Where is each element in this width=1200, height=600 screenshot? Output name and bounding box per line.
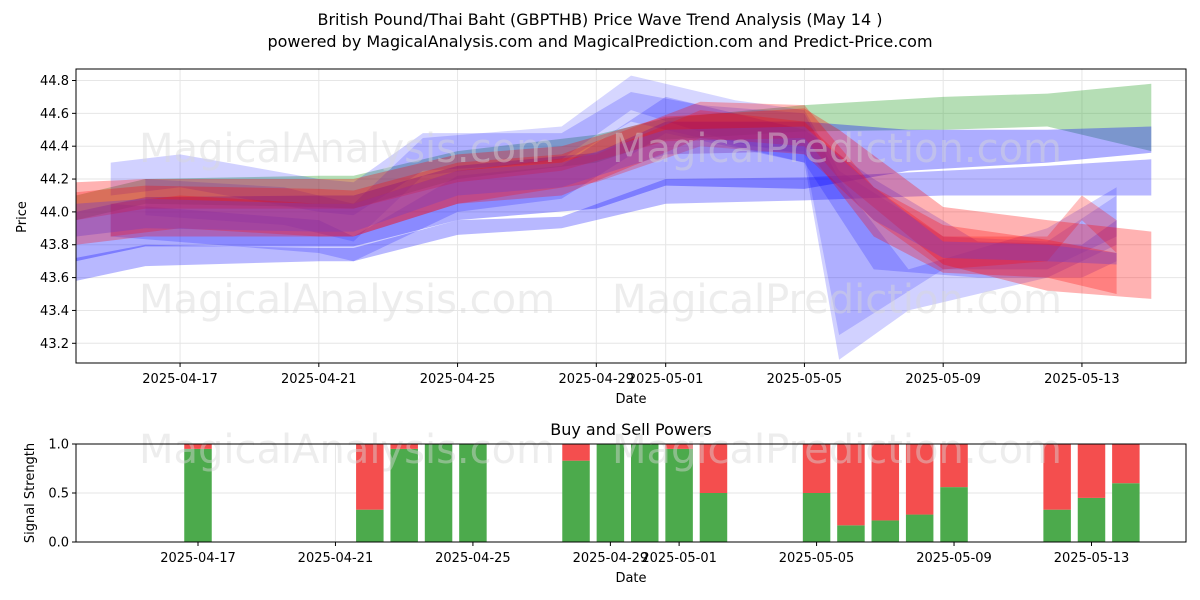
x-tick-label: 2025-04-25 bbox=[435, 551, 511, 566]
sell-bar bbox=[1043, 444, 1071, 510]
band-green bbox=[76, 83, 1152, 221]
y-tick-label: 43.2 bbox=[40, 337, 69, 352]
price-bands bbox=[76, 75, 1152, 360]
watermark: MagicalPrediction.com bbox=[612, 277, 1062, 323]
signal-x-ticks: 2025-04-17 2025-04-21 2025-04-25 2025-04-29… bbox=[160, 542, 1129, 566]
watermark: MagicalPrediction.com bbox=[612, 126, 1062, 172]
sell-bar bbox=[390, 444, 418, 449]
x-tick-label: 2025-04-25 bbox=[420, 372, 496, 387]
sell-bar bbox=[871, 444, 900, 521]
sell-bar bbox=[699, 444, 728, 493]
band-blue bbox=[110, 96, 1117, 278]
y-tick-label: 0.0 bbox=[48, 536, 69, 551]
y-tick-label: 44.2 bbox=[40, 173, 69, 188]
y-tick-label: 44.6 bbox=[40, 107, 69, 122]
x-tick-label: 2025-04-21 bbox=[281, 372, 357, 387]
buy-bar bbox=[184, 448, 212, 542]
buy-bar bbox=[940, 487, 968, 542]
sell-bar bbox=[802, 444, 831, 493]
watermark: MagicalAnalysis.com bbox=[139, 126, 555, 172]
signal-panel: Buy and Sell Powers MagicalAnalysis.com … bbox=[23, 420, 1187, 586]
price-y-ticks: 43.2 43.4 43.6 43.8 44.0 44.2 44.4 44.6 44.8 bbox=[40, 74, 76, 352]
band-blue bbox=[110, 92, 1117, 360]
band-blue bbox=[145, 75, 1117, 336]
buy-bar bbox=[424, 444, 453, 542]
x-tick-label: 2025-04-29 bbox=[573, 551, 649, 566]
x-tick-label: 2025-05-01 bbox=[628, 372, 704, 387]
buy-bar bbox=[802, 493, 831, 542]
sell-bar bbox=[562, 444, 590, 461]
buy-bar bbox=[356, 509, 384, 542]
watermark: MagicalAnalysis.com bbox=[139, 427, 555, 473]
buy-bar bbox=[871, 520, 900, 542]
buy-bar bbox=[905, 514, 934, 542]
price-axes-frame bbox=[75, 68, 1187, 364]
buy-bar bbox=[699, 493, 728, 542]
y-tick-label: 1.0 bbox=[48, 438, 69, 453]
buy-bar bbox=[1043, 509, 1071, 542]
x-tick-label: 2025-05-09 bbox=[905, 372, 981, 387]
price-y-label: Price bbox=[15, 201, 30, 233]
chart-subtitle: powered by MagicalAnalysis.com and Magic… bbox=[267, 32, 932, 51]
watermark: MagicalPrediction.com bbox=[612, 427, 1062, 473]
sell-bar bbox=[905, 444, 934, 515]
price-x-label: Date bbox=[615, 392, 646, 407]
sell-bar bbox=[1077, 444, 1106, 498]
signal-y-label: Signal Strength bbox=[23, 443, 38, 543]
y-tick-label: 44.8 bbox=[40, 74, 69, 89]
sell-bar bbox=[184, 444, 212, 449]
sell-bar bbox=[1112, 444, 1140, 484]
x-tick-label: 2025-04-21 bbox=[298, 551, 374, 566]
band-blue bbox=[76, 121, 1152, 262]
x-tick-label: 2025-04-17 bbox=[160, 551, 236, 566]
sell-bar bbox=[356, 444, 384, 510]
sell-bar bbox=[665, 444, 693, 449]
x-tick-label: 2025-04-29 bbox=[559, 372, 635, 387]
buy-bar bbox=[1077, 497, 1106, 542]
band-red bbox=[76, 108, 1152, 299]
y-tick-label: 44.4 bbox=[40, 140, 69, 155]
signal-x-label: Date bbox=[615, 571, 646, 586]
x-tick-label: 2025-05-05 bbox=[767, 372, 843, 387]
y-tick-label: 44.0 bbox=[40, 205, 69, 220]
price-grid bbox=[76, 69, 1186, 363]
buy-bar bbox=[665, 448, 693, 542]
buy-bar bbox=[631, 444, 659, 542]
sell-bar bbox=[940, 444, 968, 488]
price-watermarks: MagicalAnalysis.com MagicalPrediction.co… bbox=[139, 126, 1062, 323]
buy-bar bbox=[596, 444, 625, 542]
x-tick-label: 2025-05-05 bbox=[779, 551, 855, 566]
price-panel: MagicalAnalysis.com MagicalPrediction.co… bbox=[15, 68, 1187, 407]
watermark: MagicalAnalysis.com bbox=[139, 277, 555, 323]
x-tick-label: 2025-05-09 bbox=[916, 551, 992, 566]
sell-bar bbox=[837, 444, 865, 526]
y-tick-label: 0.5 bbox=[48, 487, 69, 502]
x-tick-label: 2025-04-17 bbox=[142, 372, 218, 387]
signal-y-ticks: 0.0 0.5 1.0 bbox=[48, 438, 76, 551]
signal-bars bbox=[184, 444, 1140, 542]
buy-bar bbox=[1112, 483, 1140, 542]
y-tick-label: 43.4 bbox=[40, 304, 69, 319]
signal-watermarks: MagicalAnalysis.com MagicalPrediction.co… bbox=[139, 427, 1062, 473]
x-tick-label: 2025-05-13 bbox=[1044, 372, 1120, 387]
buy-bar bbox=[459, 444, 487, 542]
y-tick-label: 43.6 bbox=[40, 271, 69, 286]
band-purple bbox=[76, 126, 1117, 265]
band-red bbox=[110, 110, 1117, 270]
price-x-ticks: 2025-04-17 2025-04-21 2025-04-25 2025-04-29… bbox=[142, 363, 1120, 387]
buy-bar bbox=[562, 460, 590, 542]
band-blue bbox=[76, 159, 1152, 281]
x-tick-label: 2025-05-01 bbox=[641, 551, 717, 566]
chart-title: British Pound/Thai Baht (GBPTHB) Price W… bbox=[318, 10, 883, 29]
y-tick-label: 43.8 bbox=[40, 238, 69, 253]
signal-title: Buy and Sell Powers bbox=[550, 420, 712, 439]
band-red bbox=[76, 101, 1117, 294]
buy-bar bbox=[390, 448, 418, 542]
buy-bar bbox=[837, 525, 865, 542]
x-tick-label: 2025-05-13 bbox=[1054, 551, 1130, 566]
